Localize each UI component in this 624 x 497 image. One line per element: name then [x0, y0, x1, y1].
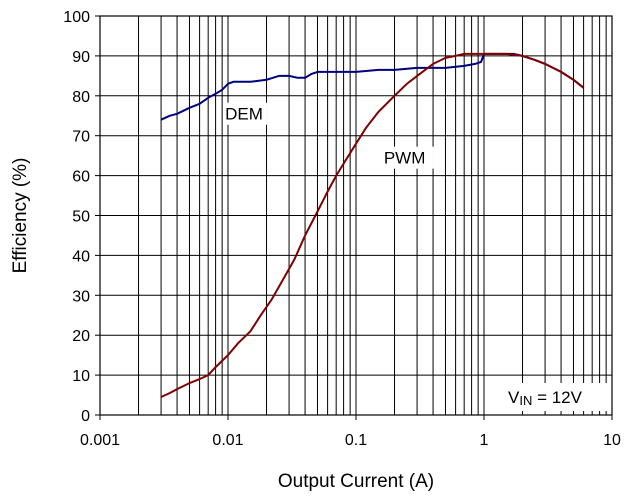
x-tick-label: 0.001: [80, 432, 120, 449]
y-axis-title: Efficiency (%): [10, 158, 31, 274]
y-tick-label: 30: [72, 288, 90, 305]
y-tick-label: 90: [72, 49, 90, 66]
chart-grid: [100, 16, 612, 415]
vin-prefix: V: [508, 388, 520, 407]
y-tick-label: 100: [63, 9, 90, 26]
vin-suffix: = 12V: [532, 388, 582, 407]
y-tick-label: 0: [81, 408, 90, 425]
series-lines: [160, 52, 585, 398]
x-tick-label: 1: [480, 432, 489, 449]
y-tick-label: 50: [72, 209, 90, 226]
x-tick-label: 0.1: [345, 432, 367, 449]
series-label-bg: [381, 146, 434, 169]
y-tick-label: 20: [72, 328, 90, 345]
y-tick-label: 70: [72, 129, 90, 146]
x-tick-label: 10: [603, 432, 621, 449]
y-tick-label: 60: [72, 169, 90, 186]
y-tick-label: 10: [72, 368, 90, 385]
series-label-bg: [223, 102, 268, 125]
y-tick-label: 80: [72, 89, 90, 106]
x-tick-label: 0.01: [212, 432, 243, 449]
vin-subscript: IN: [519, 393, 532, 408]
series-labels: DEM PWM: [223, 102, 434, 169]
vin-annotation-background: [500, 383, 608, 411]
x-axis-title: Output Current (A): [278, 471, 434, 492]
series-label-dem: DEM: [225, 105, 263, 124]
series-line-pwm: [160, 52, 585, 398]
series-label-pwm: PWM: [384, 149, 426, 168]
vin-annotation: VIN = 12V: [508, 388, 583, 408]
y-tick-label: 40: [72, 248, 90, 265]
axis-ticks: 0 10 20 30 40 50 60 70 80 90 100 0.001 0.01 0.1 1 10: [63, 9, 621, 449]
